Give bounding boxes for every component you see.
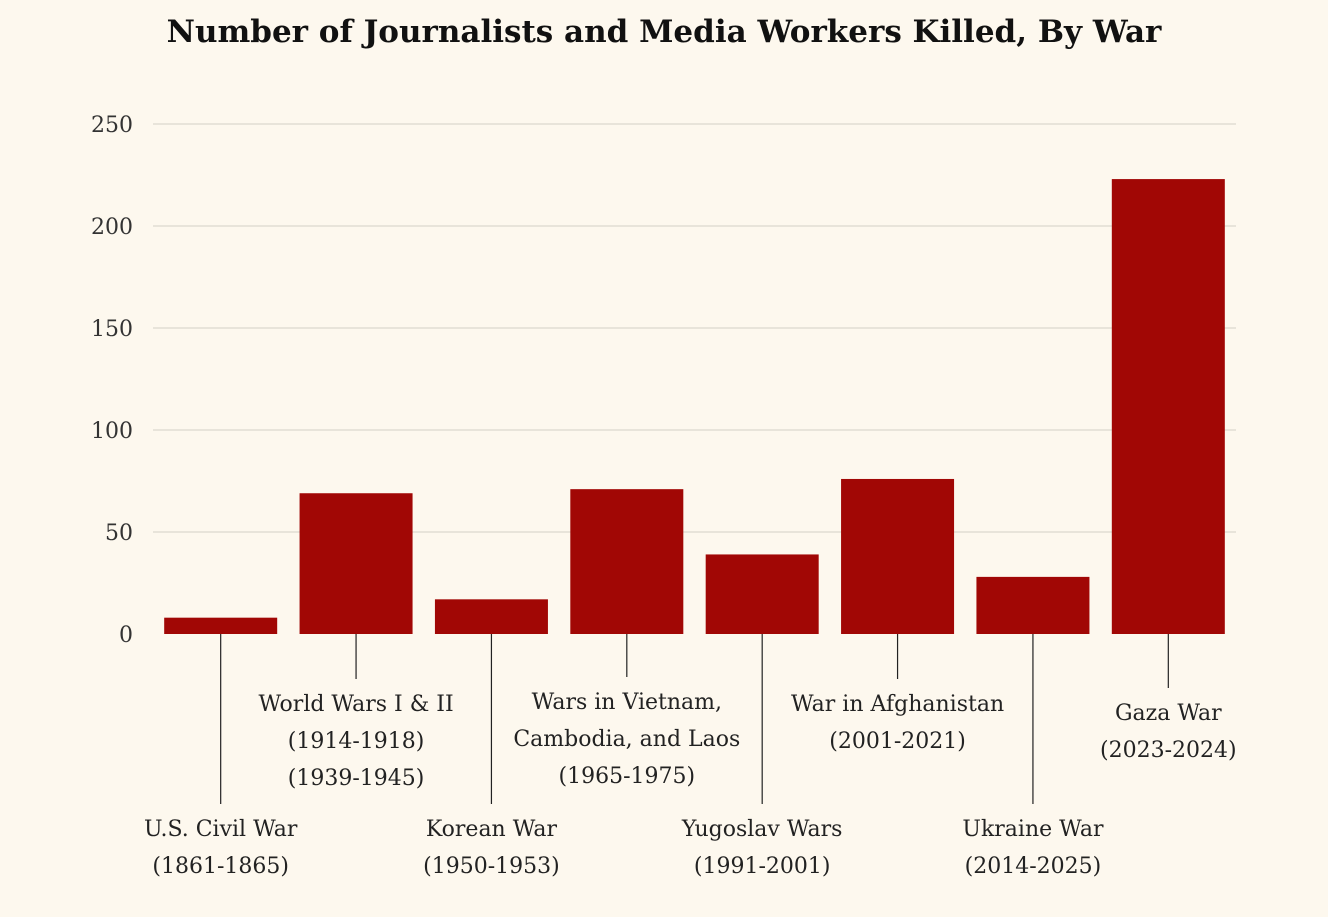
category-label-line: (2001-2021): [829, 729, 966, 754]
bar-7: [1111, 179, 1225, 634]
category-label-2: Korean War (1950-1953): [423, 817, 560, 879]
bar-1: [299, 493, 413, 634]
chart-title: Number of Journalists and Media Workers …: [167, 14, 1162, 50]
category-label-line: (1939-1945): [288, 766, 425, 791]
category-label-5: War in Afghanistan (2001-2021): [791, 692, 1004, 754]
category-label-line: (1965-1975): [559, 764, 696, 789]
bar-5: [841, 478, 955, 634]
bar-4: [705, 554, 819, 634]
bar-3: [570, 489, 684, 634]
category-label-0: U.S. Civil War (1861-1865): [144, 817, 298, 879]
category-label-line: Yugoslav Wars: [681, 817, 843, 842]
y-tick-label: 100: [91, 419, 133, 444]
category-label-line: (2023-2024): [1100, 738, 1237, 763]
category-label-line: (1991-2001): [694, 854, 831, 879]
category-label-line: Cambodia, and Laos: [513, 727, 740, 752]
bars: [164, 179, 1225, 634]
category-label-line: Gaza War: [1115, 701, 1222, 726]
bar-2: [434, 599, 548, 634]
y-tick-label: 150: [91, 317, 133, 342]
category-label-4: Yugoslav Wars (1991-2001): [681, 817, 843, 879]
category-label-line: (1861-1865): [152, 854, 289, 879]
category-label-line: War in Afghanistan: [791, 692, 1004, 717]
category-label-line: (1950-1953): [423, 854, 560, 879]
category-label-line: Wars in Vietnam,: [532, 690, 722, 715]
category-label-line: Ukraine War: [962, 817, 1104, 842]
bar-6: [976, 576, 1090, 634]
category-label-line: (2014-2025): [965, 854, 1102, 879]
category-label-3: Wars in Vietnam, Cambodia, and Laos (1965-…: [513, 690, 740, 789]
category-label-6: Ukraine War (2014-2025): [962, 817, 1104, 879]
y-axis-ticks: 0 50 100 150 200 250: [91, 113, 133, 648]
category-labels: U.S. Civil War (1861-1865) World Wars I & …: [144, 634, 1237, 879]
category-label-7: Gaza War (2023-2024): [1100, 701, 1237, 763]
category-label-line: Korean War: [426, 817, 558, 842]
category-label-1: World Wars I & II (1914-1918) (1939-1945): [258, 692, 453, 791]
category-label-line: World Wars I & II: [258, 692, 453, 717]
category-label-line: (1914-1918): [288, 729, 425, 754]
bar-0: [164, 617, 278, 634]
y-tick-label: 200: [91, 215, 133, 240]
y-tick-label: 0: [119, 623, 133, 648]
y-tick-label: 250: [91, 113, 133, 138]
y-tick-label: 50: [105, 521, 133, 546]
category-label-line: U.S. Civil War: [144, 817, 298, 842]
gridlines: [153, 123, 1236, 533]
